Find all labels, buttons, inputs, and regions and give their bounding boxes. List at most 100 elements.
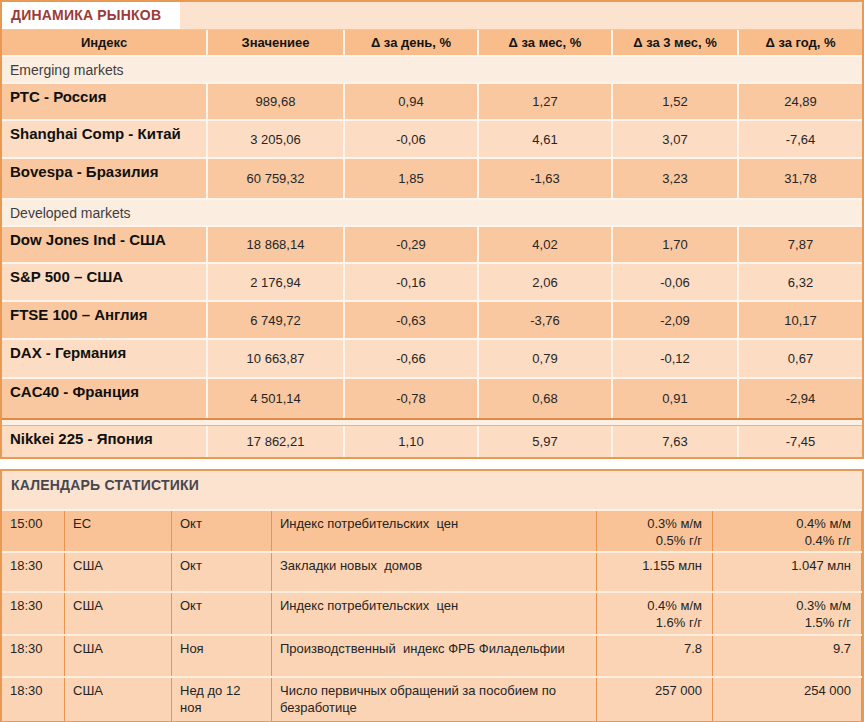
forecast-cell: 0.3% м/м 0.5% г/г (597, 511, 713, 551)
delta-day-cell: 0,94 (345, 84, 479, 119)
time-cell: 18:30 (2, 678, 65, 721)
time-cell: 15:00 (2, 511, 65, 551)
delta-year-cell: 0,67 (739, 340, 862, 377)
tables-gap (0, 459, 864, 469)
delta-3month-cell: -0,12 (613, 340, 739, 377)
event-cell: Индекс потребительских цен (272, 511, 597, 551)
delta-3month-cell: 1,52 (613, 84, 739, 119)
region-cell: ЕС (65, 511, 172, 551)
calendar-row-3: 18:30 США Окт Индекс потребительских цен… (2, 593, 862, 636)
delta-day-cell: -0,06 (345, 121, 479, 157)
delta-year-cell: -7,64 (739, 121, 862, 157)
column-header-d-3month: Δ за 3 мес, % (613, 30, 739, 55)
previous-cell: 1.047 млн (713, 553, 862, 591)
market-row-shanghai: Shanghai Comp - Китай 3 205,06 -0,06 4,6… (2, 121, 862, 159)
delta-3month-cell: 7,63 (613, 426, 739, 457)
column-header-d-year: Δ за год, % (739, 30, 862, 55)
title-row-filler (180, 2, 862, 29)
forecast-cell: 0.4% м/м 1.6% г/г (597, 593, 713, 634)
delta-day-cell: -0,16 (345, 264, 479, 300)
period-cell: Окт (172, 593, 272, 634)
previous-cell: 254 000 (713, 678, 862, 721)
delta-day-cell: 1,85 (345, 159, 479, 198)
value-cell: 989,68 (208, 84, 345, 119)
delta-day-cell: -0,78 (345, 379, 479, 418)
forecast-cell: 7.8 (597, 636, 713, 676)
delta-3month-cell: -2,09 (613, 302, 739, 338)
delta-year-cell: 31,78 (739, 159, 862, 198)
index-name-cell: CAC40 - Франция (2, 379, 208, 418)
delta-month-cell: 4,61 (479, 121, 613, 157)
delta-month-cell: 4,02 (479, 227, 613, 262)
markets-table-title-row: ДИНАМИКА РЫНКОВ (2, 2, 862, 30)
markets-table: ДИНАМИКА РЫНКОВ Индекс Значениее Δ за де… (0, 0, 864, 459)
period-cell: Ноя (172, 636, 272, 676)
delta-3month-cell: 3,07 (613, 121, 739, 157)
value-cell: 17 862,21 (208, 426, 345, 457)
delta-month-cell: 1,27 (479, 84, 613, 119)
calendar-table-title: КАЛЕНДАРЬ СТАТИСТИКИ (2, 471, 862, 511)
section-row-developed-markets: Developed markets (2, 200, 862, 227)
delta-day-cell: -0,63 (345, 302, 479, 338)
delta-3month-cell: 1,70 (613, 227, 739, 262)
market-row-cac40: CAC40 - Франция 4 501,14 -0,78 0,68 0,91… (2, 379, 862, 420)
market-row-nikkei: Nikkei 225 - Япония 17 862,21 1,10 5,97 … (2, 426, 862, 457)
market-row-dowjones: Dow Jones Ind - США 18 868,14 -0,29 4,02… (2, 227, 862, 264)
value-cell: 3 205,06 (208, 121, 345, 157)
value-cell: 60 759,32 (208, 159, 345, 198)
section-row-emerging-markets: Emerging markets (2, 57, 862, 84)
delta-month-cell: 2,06 (479, 264, 613, 300)
delta-year-cell: 10,17 (739, 302, 862, 338)
delta-3month-cell: -0,06 (613, 264, 739, 300)
delta-month-cell: -3,76 (479, 302, 613, 338)
index-name-cell: FTSE 100 – Англия (2, 302, 208, 338)
delta-month-cell: 5,97 (479, 426, 613, 457)
period-cell: Окт (172, 511, 272, 551)
event-cell: Производственный индекс ФРБ Филадельфии (272, 636, 597, 676)
calendar-row-1: 15:00 ЕС Окт Индекс потребительских цен … (2, 511, 862, 553)
forecast-cell: 257 000 (597, 678, 713, 721)
previous-cell: 0.4% м/м 0.4% г/г (713, 511, 862, 551)
index-name-cell: Dow Jones Ind - США (2, 227, 208, 262)
column-header-d-day: Δ за день, % (345, 30, 479, 55)
previous-cell: 0.3% м/м 1.5% г/г (713, 593, 862, 634)
time-cell: 18:30 (2, 593, 65, 634)
markets-table-header-row: Индекс Значениее Δ за день, % Δ за мес, … (2, 30, 862, 57)
market-row-dax: DAX - Германия 10 663,87 -0,66 0,79 -0,1… (2, 340, 862, 379)
delta-day-cell: -0,66 (345, 340, 479, 377)
market-row-sp500: S&P 500 – США 2 176,94 -0,16 2,06 -0,06 … (2, 264, 862, 302)
index-name-cell: РТС - Россия (2, 84, 208, 119)
calendar-row-2: 18:30 США Окт Закладки новых домов 1.155… (2, 553, 862, 593)
delta-year-cell: -2,94 (739, 379, 862, 418)
delta-year-cell: 7,87 (739, 227, 862, 262)
markets-table-title: ДИНАМИКА РЫНКОВ (2, 2, 180, 29)
value-cell: 6 749,72 (208, 302, 345, 338)
calendar-table: КАЛЕНДАРЬ СТАТИСТИКИ 15:00 ЕС Окт Индекс… (0, 469, 864, 722)
delta-year-cell: 6,32 (739, 264, 862, 300)
forecast-cell: 1.155 млн (597, 553, 713, 591)
market-row-ftse100: FTSE 100 – Англия 6 749,72 -0,63 -3,76 -… (2, 302, 862, 340)
period-cell: Окт (172, 553, 272, 591)
value-cell: 4 501,14 (208, 379, 345, 418)
market-row-bovespa: Bovespa - Бразилия 60 759,32 1,85 -1,63 … (2, 159, 862, 200)
index-name-cell: Bovespa - Бразилия (2, 159, 208, 198)
region-cell: США (65, 636, 172, 676)
index-name-cell: Shanghai Comp - Китай (2, 121, 208, 157)
index-name-cell: Nikkei 225 - Япония (2, 426, 208, 457)
column-header-index: Индекс (2, 30, 208, 55)
value-cell: 10 663,87 (208, 340, 345, 377)
delta-3month-cell: 0,91 (613, 379, 739, 418)
delta-month-cell: 0,68 (479, 379, 613, 418)
previous-cell: 9.7 (713, 636, 862, 676)
time-cell: 18:30 (2, 636, 65, 676)
delta-day-cell: 1,10 (345, 426, 479, 457)
delta-day-cell: -0,29 (345, 227, 479, 262)
delta-year-cell: 24,89 (739, 84, 862, 119)
index-name-cell: S&P 500 – США (2, 264, 208, 300)
calendar-row-5: 18:30 США Нед до 12 ноя Число первичных … (2, 678, 862, 721)
value-cell: 18 868,14 (208, 227, 345, 262)
column-header-d-month: Δ за мес, % (479, 30, 613, 55)
event-cell: Закладки новых домов (272, 553, 597, 591)
time-cell: 18:30 (2, 553, 65, 591)
index-name-cell: DAX - Германия (2, 340, 208, 377)
